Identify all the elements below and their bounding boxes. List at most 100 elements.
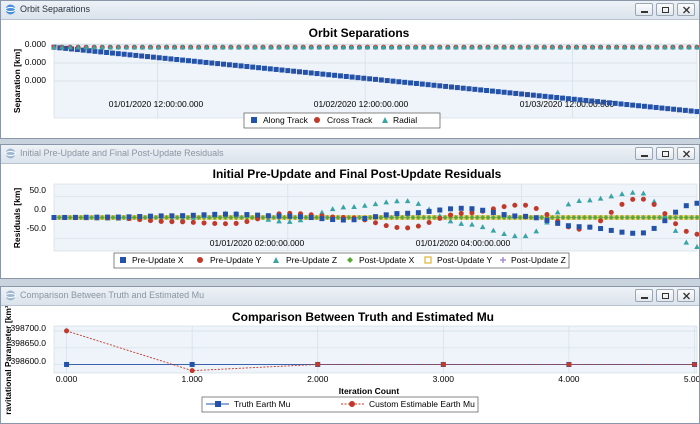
- legend-marker-pre-update-x: [120, 257, 126, 263]
- minimize-button[interactable]: [635, 289, 653, 302]
- radial-point: [171, 44, 178, 50]
- radial-point: [83, 44, 89, 50]
- pre-update-y-point: [233, 220, 239, 226]
- close-button[interactable]: [677, 3, 695, 16]
- restore-button[interactable]: [656, 147, 674, 160]
- along-track-point: [524, 92, 530, 98]
- post-update-x-point: [335, 215, 341, 220]
- along-track-point: [244, 64, 250, 70]
- radial-point: [621, 44, 628, 50]
- pre-update-x-point: [351, 217, 357, 223]
- radial-point: [276, 44, 282, 50]
- radial-point: [428, 44, 435, 50]
- along-track-point: [367, 76, 373, 82]
- post-update-x-point: [346, 215, 352, 220]
- along-track-point: [343, 73, 349, 79]
- along-track-point: [162, 55, 168, 61]
- pre-update-z-point: [383, 199, 390, 205]
- minimize-button[interactable]: [635, 147, 653, 160]
- along-track-point: [519, 91, 525, 97]
- pre-update-z-point: [286, 218, 293, 224]
- pre-update-x-point: [212, 211, 218, 217]
- along-track-point: [694, 109, 699, 115]
- along-track-point: [232, 62, 238, 68]
- pre-update-y-point: [640, 196, 646, 202]
- radial-point: [252, 44, 258, 50]
- post-update-x-point: [624, 215, 630, 220]
- radial-point: [541, 44, 548, 50]
- pre-update-x-point: [598, 226, 604, 232]
- x-tick-label: 5.000: [684, 374, 699, 384]
- along-track-point: [448, 84, 454, 90]
- pre-update-y-point: [394, 225, 400, 231]
- pre-update-z-point: [351, 203, 357, 209]
- app-chart-icon: [5, 4, 16, 15]
- post-update-x-point: [464, 215, 470, 220]
- along-track-point: [279, 67, 285, 73]
- radial-point: [268, 44, 274, 50]
- mu-comparison-chart: Comparison Between Truth and Estimated M…: [3, 306, 699, 415]
- pre-update-z-point: [512, 233, 518, 239]
- pre-update-x-point: [340, 217, 346, 223]
- post-update-x-point: [453, 215, 459, 220]
- pre-update-x-point: [158, 213, 164, 219]
- along-track-point: [302, 69, 308, 75]
- radial-point: [654, 44, 660, 50]
- along-track-point: [536, 93, 542, 99]
- pre-update-z-point: [683, 239, 690, 245]
- radial-point: [412, 44, 419, 50]
- y-tick-label: 398600.0: [11, 356, 47, 366]
- close-button[interactable]: [677, 147, 695, 160]
- post-update-x-point: [249, 215, 255, 220]
- legend-marker-post-update-y: [424, 256, 432, 264]
- post-update-x-point: [394, 215, 400, 220]
- along-track-point: [109, 50, 115, 56]
- pre-update-y-point: [694, 231, 699, 237]
- along-track-point: [261, 65, 267, 71]
- pre-update-x-point: [437, 207, 443, 213]
- pre-update-y-point: [180, 219, 186, 225]
- radial-point: [485, 44, 491, 50]
- post-update-x-point: [603, 215, 609, 220]
- radial-point: [99, 44, 106, 50]
- radial-point: [195, 44, 202, 50]
- pre-update-x-point: [533, 215, 539, 221]
- restore-button[interactable]: [656, 3, 674, 16]
- along-track-point: [583, 97, 589, 103]
- post-update-x-point: [581, 215, 587, 220]
- along-track-point: [565, 96, 571, 102]
- along-track-point: [238, 63, 244, 69]
- restore-button[interactable]: [656, 289, 674, 302]
- pre-update-y-point: [212, 220, 218, 226]
- along-track-point: [659, 105, 665, 111]
- along-track-point: [665, 106, 671, 112]
- minimize-button[interactable]: [635, 3, 653, 16]
- post-update-x-point: [426, 215, 432, 220]
- radial-point: [629, 44, 636, 50]
- pre-update-y-point: [533, 205, 539, 211]
- pre-update-z-point: [469, 221, 475, 227]
- pre-update-x-point: [180, 213, 186, 219]
- pre-update-z-point: [576, 197, 582, 203]
- along-track-point: [127, 52, 133, 58]
- radial-point: [340, 44, 347, 50]
- along-track-point: [256, 65, 262, 71]
- legend-marker-pre-update-z: [273, 257, 279, 263]
- y-tick-label: 398650.0: [11, 338, 47, 348]
- along-track-point: [641, 103, 647, 109]
- legend-marker-post-update-x: [347, 257, 353, 263]
- post-update-x-point: [271, 215, 277, 220]
- radial-point: [147, 44, 154, 50]
- pre-update-x-point: [115, 214, 121, 220]
- close-button[interactable]: [677, 289, 695, 302]
- along-track-point: [600, 99, 606, 105]
- along-track-point: [285, 68, 291, 74]
- y-tick-label: 0.000: [25, 57, 47, 67]
- pre-update-z-point: [490, 227, 497, 233]
- legend-label: Pre-Update X: [132, 255, 184, 265]
- legend-label: Pre-Update Z: [286, 255, 337, 265]
- post-update-x-point: [619, 215, 625, 220]
- along-track-point: [86, 48, 92, 54]
- pre-update-z-point: [533, 228, 540, 234]
- radial-point: [469, 44, 475, 50]
